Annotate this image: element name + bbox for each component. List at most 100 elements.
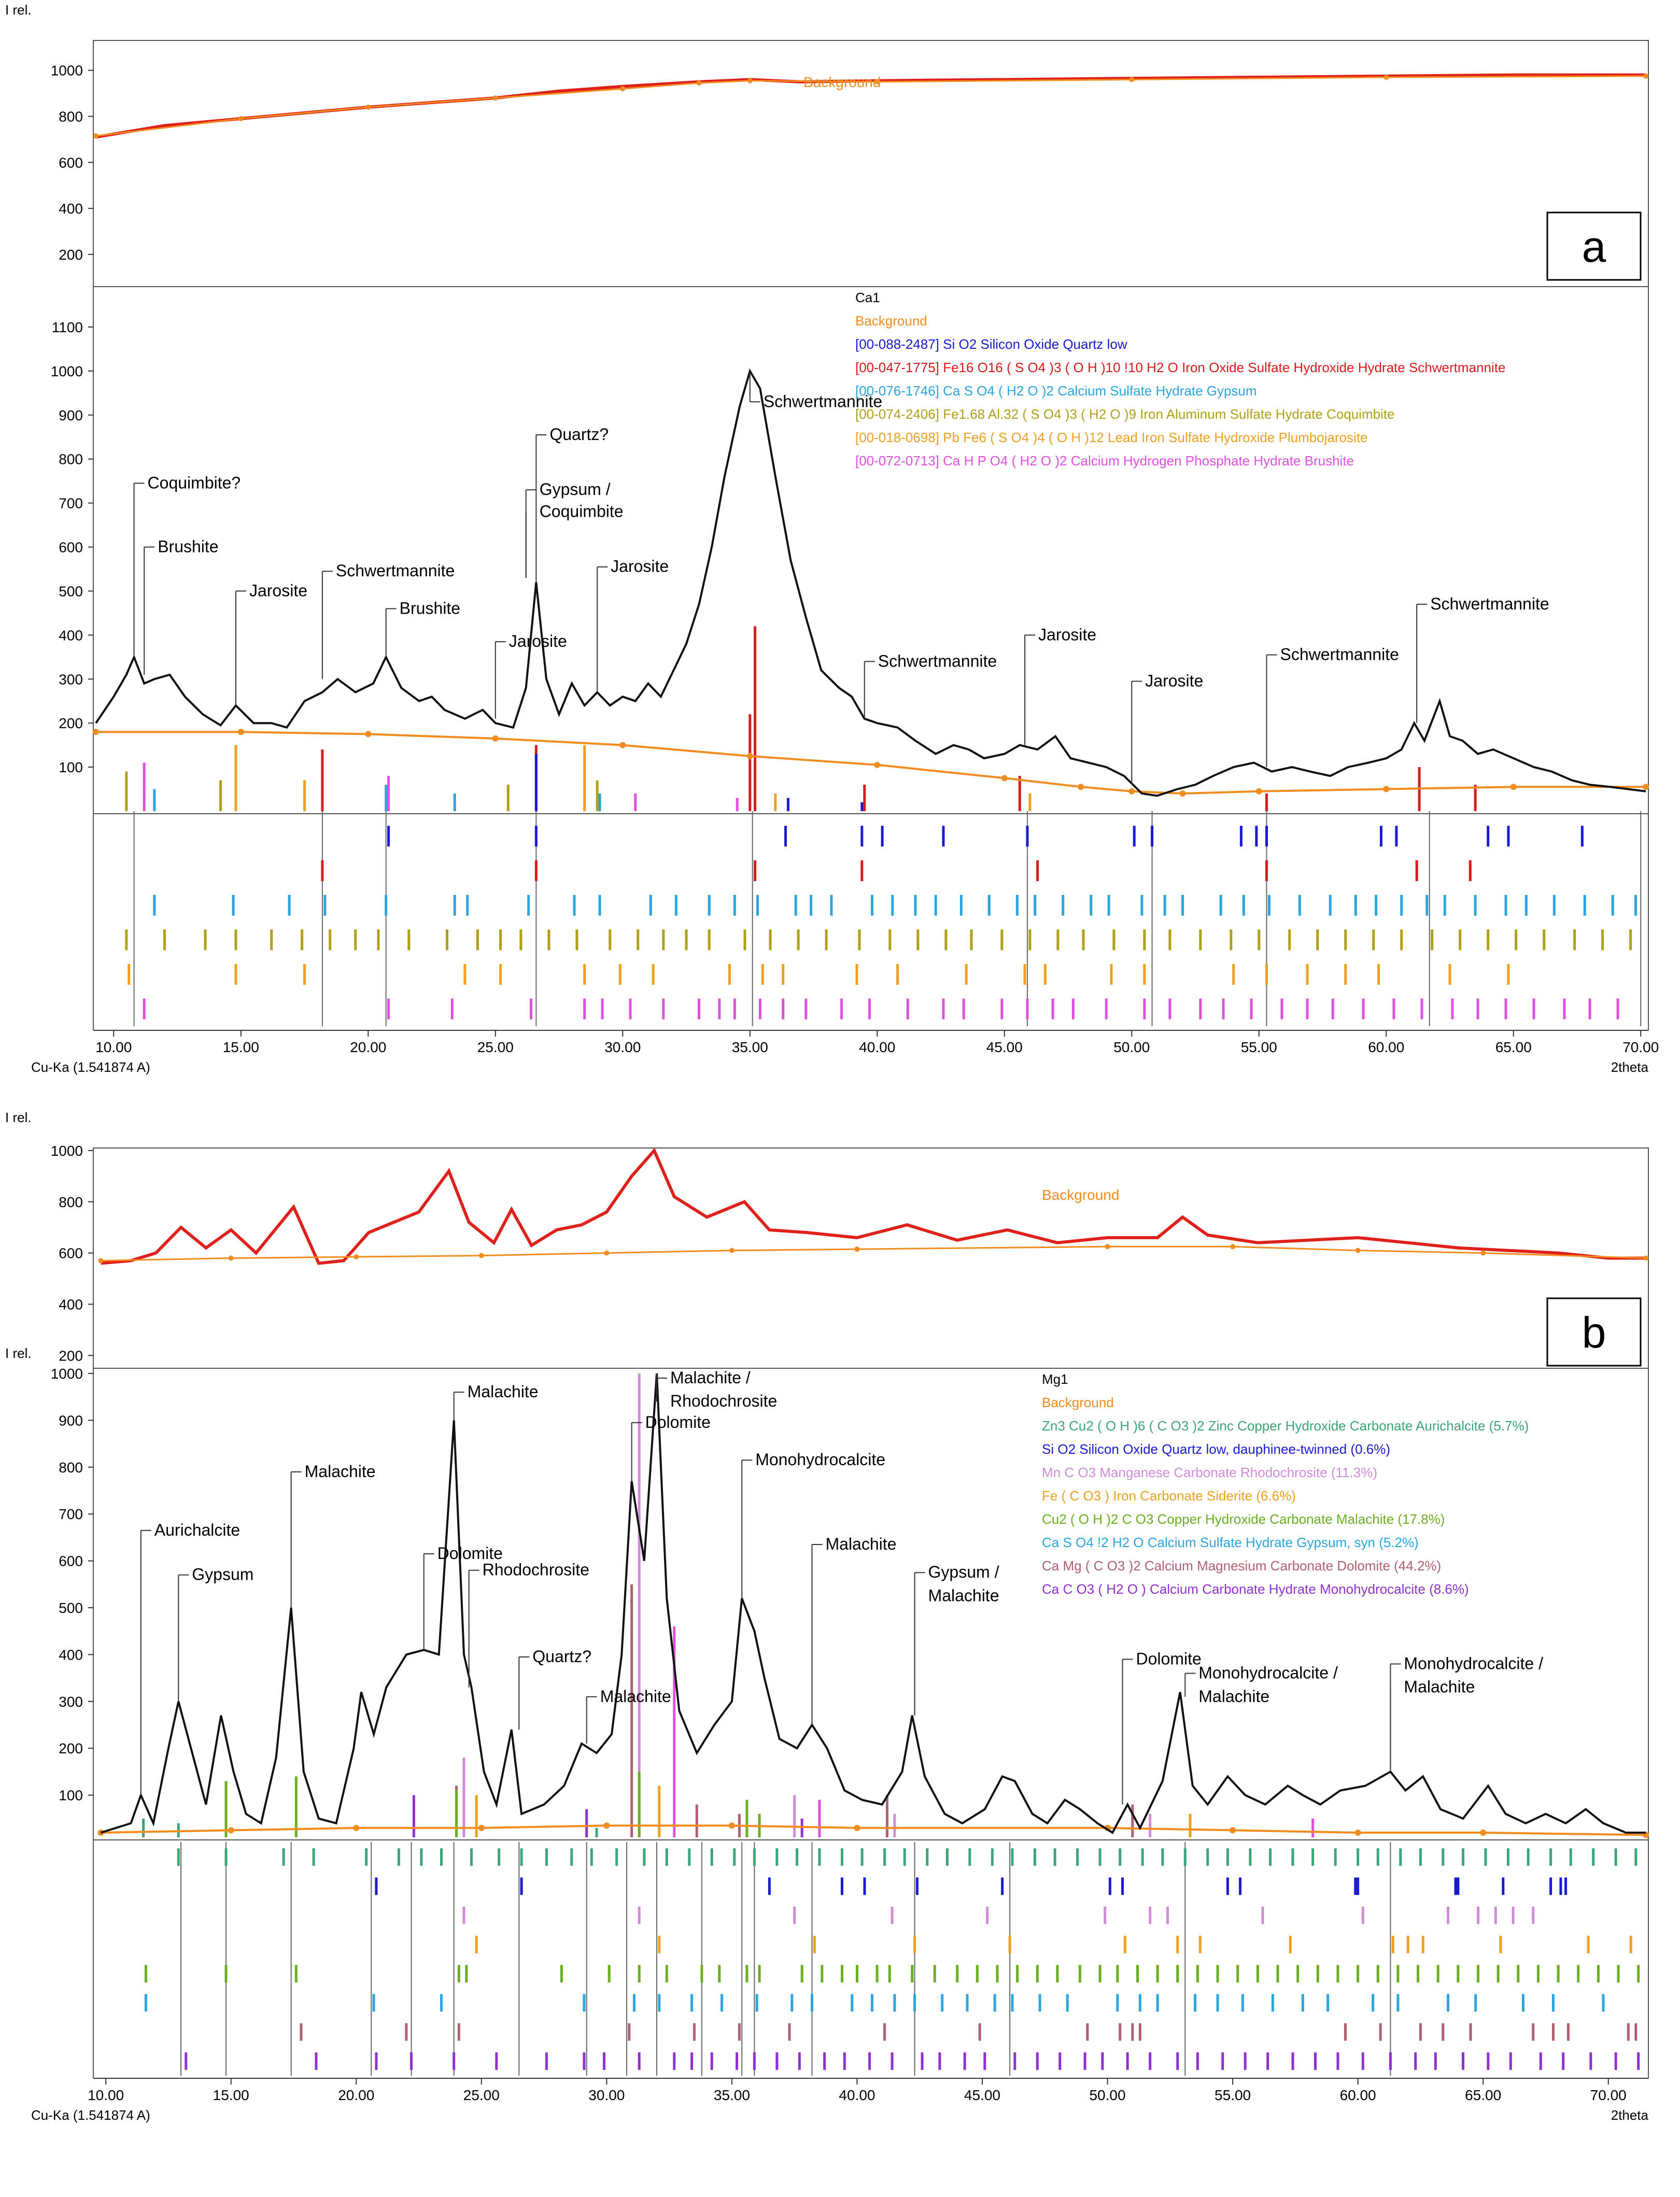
main-ytick-label: 900 <box>59 1412 83 1428</box>
annotation-label: Malachite <box>600 1687 671 1706</box>
annotation-label: Dolomite <box>1136 1649 1202 1668</box>
top-ytick-label: 800 <box>59 108 83 124</box>
legend-entry: Mg1 <box>1042 1371 1068 1387</box>
main-background-point <box>365 731 372 738</box>
top-background-point <box>365 104 371 110</box>
main-background-point <box>478 1824 485 1831</box>
main-background-point <box>1255 788 1262 795</box>
top-ytick-label: 400 <box>59 201 83 217</box>
main-ytick-label: 500 <box>59 1600 83 1616</box>
annotation-label: Malachite <box>305 1462 376 1481</box>
legend-entry: Background <box>1042 1395 1114 1410</box>
main-diffraction-pattern <box>95 368 1646 797</box>
main-ytick-label: 900 <box>59 407 83 423</box>
annotation-label: Aurichalcite <box>154 1521 240 1539</box>
x-tick-label: 15.00 <box>213 2087 249 2103</box>
annotation-label: Coquimbite? <box>148 473 241 492</box>
top-background-point <box>747 78 753 83</box>
top-background-point <box>604 1250 610 1256</box>
legend-entry: [00-088-2487] Si O2 Silicon Oxide Quartz… <box>855 336 1127 352</box>
top-ytick-label: 1000 <box>51 63 83 79</box>
top-background-point <box>93 133 98 139</box>
main-ytick-label: 300 <box>59 671 83 687</box>
main-ytick-label: 1000 <box>51 1366 83 1382</box>
legend-entry: Ca S O4 !2 H2 O Calcium Sulfate Hydrate … <box>1042 1535 1419 1550</box>
panel-a: I rel. 200 400 600 800 1000 Background a 100 200 3… <box>5 2 1659 1075</box>
annotation-label: Malachite <box>825 1535 896 1553</box>
main-background-point <box>1230 1827 1236 1834</box>
annotation-label: Schwertmannite <box>1430 594 1549 613</box>
main-ylabel: I rel. <box>5 1345 32 1361</box>
annotation-label: Monohydrocalcite / <box>1404 1654 1543 1673</box>
main-background-point <box>1354 1829 1361 1836</box>
main-background-point <box>237 729 244 735</box>
annotation-label: Jarosite <box>509 632 567 650</box>
main-background-point <box>619 742 626 748</box>
main-ytick-label: 500 <box>59 583 83 599</box>
top-background-point <box>1129 77 1135 82</box>
x-tick-label: 45.00 <box>964 2087 1000 2103</box>
annotation-label: Schwertmannite <box>336 561 455 580</box>
top-background-point <box>354 1254 359 1260</box>
top-background-point <box>492 95 498 101</box>
annotation-label: Jarosite <box>611 557 669 576</box>
main-background-curve <box>101 1824 1646 1836</box>
top-background-label: Background <box>1042 1187 1119 1203</box>
x-tick-label: 10.00 <box>95 1039 132 1055</box>
main-background-point <box>603 1822 610 1829</box>
panel-letter: b <box>1582 1308 1606 1357</box>
x-tick-label: 30.00 <box>604 1039 641 1055</box>
top-background-point <box>238 116 244 121</box>
x-tick-label: 50.00 <box>1089 2087 1125 2103</box>
main-background-point <box>1179 790 1186 797</box>
main-background-point <box>746 753 753 759</box>
x-tick-label: 55.00 <box>1215 2087 1251 2103</box>
x-tick-label: 45.00 <box>986 1039 1023 1055</box>
top-background-point <box>696 80 702 86</box>
annotation-label: Jarosite <box>1038 625 1096 644</box>
top-background-point <box>854 1246 860 1252</box>
x-tick-label: 65.00 <box>1465 2087 1501 2103</box>
x-tick-label: 35.00 <box>714 2087 750 2103</box>
annotation-label: Rhodochrosite <box>670 1392 777 1410</box>
main-background-point <box>353 1824 360 1831</box>
top-ytick-label: 600 <box>59 1245 83 1261</box>
main-background-point <box>728 1822 735 1829</box>
main-ytick-label: 100 <box>59 1788 83 1804</box>
annotation-label: Schwertmannite <box>764 392 882 410</box>
main-diffraction-pattern <box>100 1373 1646 1834</box>
x-tick-label: 55.00 <box>1241 1039 1277 1055</box>
legend-entry: Ca C O3 ( H2 O ) Calcium Carbonate Hydra… <box>1042 1581 1469 1597</box>
annotation-label: Gypsum / <box>928 1563 999 1581</box>
legend-entry: Cu2 ( O H )2 C O3 Copper Hydroxide Carbo… <box>1042 1511 1445 1527</box>
annotation-label: Gypsum <box>192 1565 253 1584</box>
top-background-point <box>228 1255 234 1261</box>
annotation-label: Coquimbite <box>540 502 624 521</box>
x-tick-label: 25.00 <box>463 2087 500 2103</box>
main-ytick-label: 200 <box>59 715 83 731</box>
annotation-label: Gypsum / <box>540 480 611 499</box>
top-ylabel: I rel. <box>5 2 32 18</box>
top-background-point <box>729 1248 735 1253</box>
panel-letter-box <box>1546 211 1642 281</box>
main-background-point <box>492 735 499 742</box>
x-tick-label: 20.00 <box>350 1039 386 1055</box>
x-tick-label: 30.00 <box>588 2087 625 2103</box>
annotation-label: Rhodochrosite <box>483 1561 589 1579</box>
top-ytick-label: 800 <box>59 1194 83 1210</box>
main-ytick-label: 600 <box>59 540 83 556</box>
main-ytick-label: 700 <box>59 495 83 512</box>
main-ytick-label: 400 <box>59 627 83 643</box>
top-background-point <box>1643 1255 1649 1261</box>
main-background-point <box>1643 784 1649 790</box>
legend-entry: [00-076-1746] Ca S O4 ( H2 O )2 Calcium … <box>855 383 1257 399</box>
annotation-label: Quartz? <box>532 1647 591 1666</box>
legend-entry: [00-047-1775] Fe16 O16 ( S O4 )3 ( O H )… <box>855 360 1505 375</box>
x-tick-label: 70.00 <box>1590 2087 1627 2103</box>
annotation-label: Schwertmannite <box>1280 645 1399 664</box>
main-ytick-label: 800 <box>59 451 83 467</box>
x-axis-label-left: Cu-Ka (1.541874 A) <box>31 1059 150 1075</box>
top-ylabel: I rel. <box>5 1110 32 1125</box>
top-background-point <box>1480 1250 1486 1256</box>
top-plot-frame <box>93 1147 1649 1369</box>
